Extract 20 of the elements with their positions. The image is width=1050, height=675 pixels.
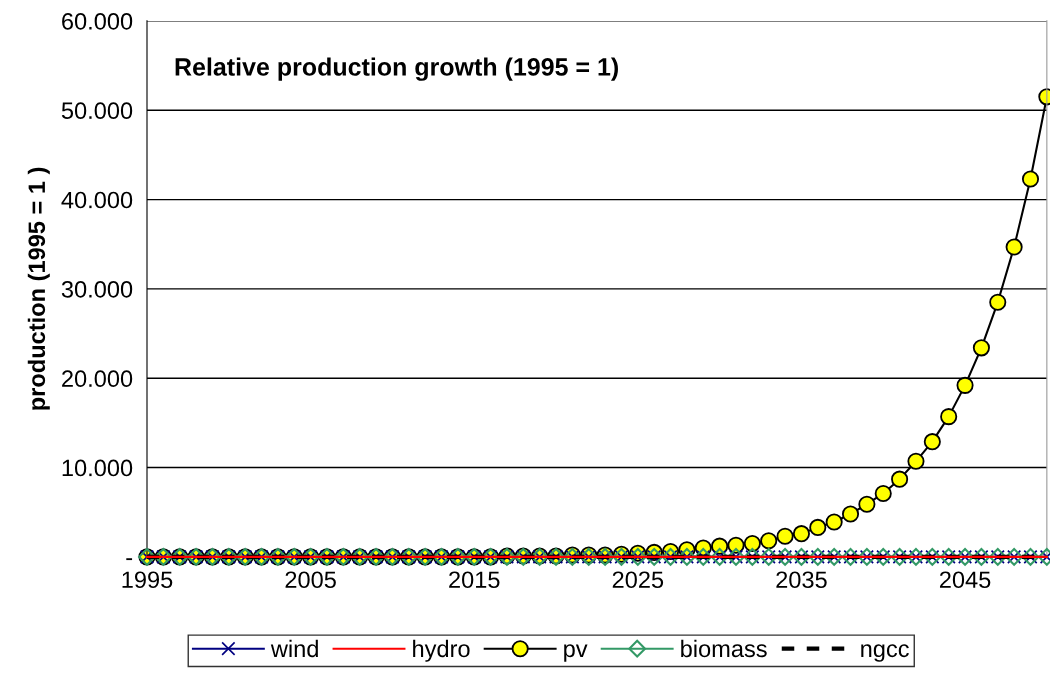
- legend-label: pv: [564, 644, 588, 662]
- text: Relative production growth (1995 = 1): [175, 57, 618, 81]
- x-tick-label: 2005: [285, 571, 336, 589]
- x-tick-label: 2015: [449, 571, 500, 589]
- legend-label: hydro: [413, 639, 470, 662]
- x-tick-label: 2025: [612, 571, 664, 589]
- legend-label: ngcc: [861, 644, 909, 662]
- y-tick-label: -: [126, 558, 133, 561]
- y-tick-label: 40.000: [61, 191, 133, 209]
- x-tick-label: 2035: [776, 571, 827, 589]
- y-tick-label: 30.000: [61, 280, 133, 298]
- x-tick-label: 1995: [122, 571, 173, 589]
- x-tick-label: 2045: [939, 571, 991, 589]
- y-tick-label: 10.000: [62, 459, 133, 477]
- legend-label: biomass: [681, 639, 767, 658]
- y-axis-title: production (1995 = 1 ): [27, 167, 50, 410]
- legend-label: wind: [270, 639, 318, 658]
- y-tick-label: 50.000: [61, 102, 133, 120]
- y-tick-label: 20.000: [62, 370, 133, 388]
- y-tick-label: 60.000: [62, 12, 133, 30]
